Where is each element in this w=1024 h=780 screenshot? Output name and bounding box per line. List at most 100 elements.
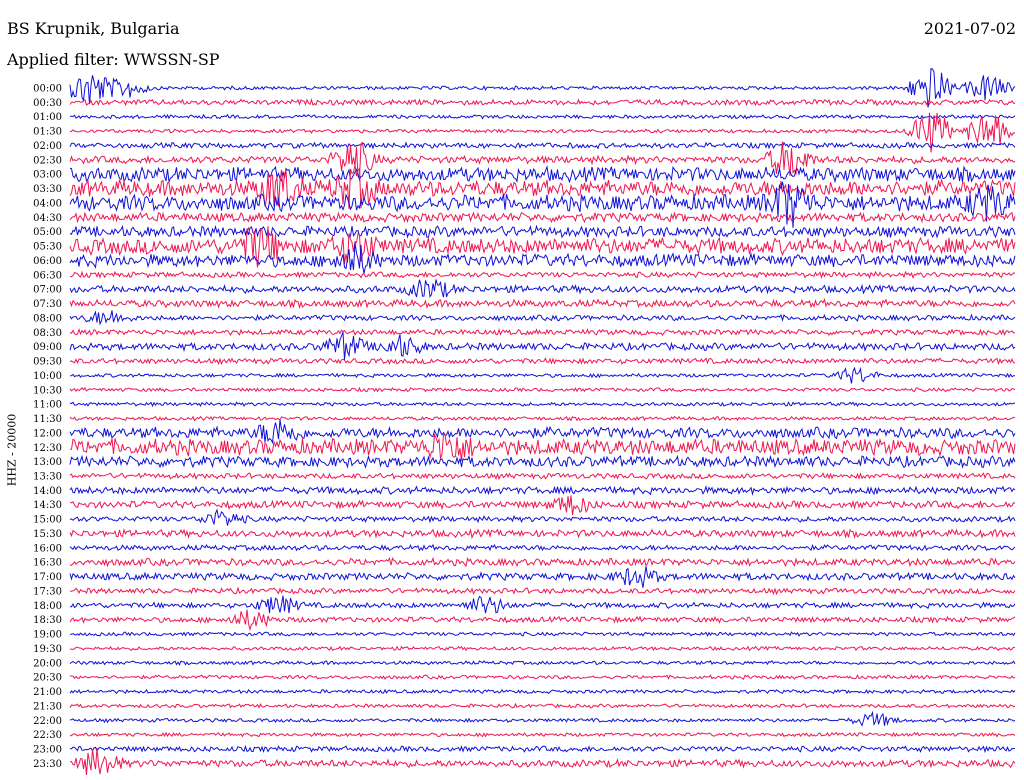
time-tick-label: 21:00 xyxy=(33,687,62,698)
time-tick-label: 09:30 xyxy=(33,357,62,368)
trace-1830 xyxy=(69,609,1016,632)
time-tick-label: 00:30 xyxy=(33,98,62,109)
trace-0600 xyxy=(69,242,1016,274)
trace-0330 xyxy=(69,164,1016,210)
trace-1700 xyxy=(69,566,1016,588)
time-tick-label: 10:00 xyxy=(33,371,62,382)
trace-1930 xyxy=(69,645,1016,652)
time-tick-label: 03:00 xyxy=(33,170,62,181)
trace-0530 xyxy=(69,226,1016,268)
time-tick-label: 22:30 xyxy=(33,730,62,741)
trace-0200 xyxy=(69,141,1016,150)
trace-2230 xyxy=(69,731,1016,738)
trace-1900 xyxy=(69,631,1016,637)
time-tick-label: 18:00 xyxy=(33,601,62,612)
trace-0900 xyxy=(69,331,1016,360)
trace-2300 xyxy=(70,744,1015,754)
trace-1730 xyxy=(69,586,1016,596)
trace-0000 xyxy=(69,67,1016,108)
time-tick-label: 11:00 xyxy=(33,400,62,411)
trace-1300 xyxy=(69,454,1016,469)
trace-0800 xyxy=(69,310,1016,326)
trace-1000 xyxy=(69,366,1016,384)
trace-group xyxy=(69,67,1016,776)
time-tick-label: 19:00 xyxy=(33,630,62,641)
trace-0630 xyxy=(70,270,1016,280)
time-tick-label: 22:00 xyxy=(33,716,62,727)
trace-0230 xyxy=(69,141,1016,180)
time-tick-label: 05:30 xyxy=(33,242,62,253)
time-tick-label: 16:30 xyxy=(33,558,62,569)
trace-1500 xyxy=(69,508,1016,526)
time-tick-label: 05:00 xyxy=(33,227,62,238)
time-tick-label: 18:30 xyxy=(33,615,62,626)
time-tick-label: 13:00 xyxy=(33,457,62,468)
time-tick-label: 02:00 xyxy=(33,141,62,152)
trace-2330 xyxy=(69,747,1016,776)
time-tick-label: 09:00 xyxy=(33,342,62,353)
trace-0430 xyxy=(69,211,1016,224)
time-tick-label: 23:30 xyxy=(33,759,62,770)
time-tick-label: 23:00 xyxy=(33,745,62,756)
time-tick-label: 20:00 xyxy=(33,658,62,669)
trace-0100 xyxy=(70,113,1016,120)
time-tick-label: 07:00 xyxy=(33,285,62,296)
time-tick-label: 15:00 xyxy=(33,515,62,526)
trace-0400 xyxy=(69,181,1016,228)
trace-1100 xyxy=(69,401,1016,408)
time-tick-label: 17:00 xyxy=(33,572,62,583)
trace-0730 xyxy=(69,298,1016,310)
time-tick-label: 12:00 xyxy=(33,428,62,439)
time-tick-label: 19:30 xyxy=(33,644,62,655)
time-tick-label: 11:30 xyxy=(33,414,62,425)
time-tick-label: 03:30 xyxy=(33,184,62,195)
trace-0130 xyxy=(69,112,1016,153)
trace-2200 xyxy=(69,710,1016,727)
time-tick-label: 02:30 xyxy=(33,155,62,166)
time-tick-label: 20:30 xyxy=(33,673,62,684)
station-title: BS Krupnik, Bulgaria xyxy=(7,19,180,38)
time-tick-label: 16:00 xyxy=(33,543,62,554)
trace-2000 xyxy=(69,659,1016,666)
time-tick-label: 10:30 xyxy=(33,385,62,396)
trace-1330 xyxy=(69,472,1016,481)
trace-1630 xyxy=(69,556,1016,568)
date-label: 2021-07-02 xyxy=(923,19,1016,38)
trace-2030 xyxy=(69,674,1016,680)
time-tick-label: 04:00 xyxy=(33,198,62,209)
trace-0930 xyxy=(69,357,1016,366)
trace-1600 xyxy=(69,543,1016,552)
trace-2130 xyxy=(69,702,1016,709)
time-tick-label: 21:30 xyxy=(33,701,62,712)
time-tick-label: 15:30 xyxy=(33,529,62,540)
trace-0830 xyxy=(69,327,1016,337)
time-tick-label: 17:30 xyxy=(33,586,62,597)
time-tick-label: 08:00 xyxy=(33,313,62,324)
trace-1430 xyxy=(69,495,1016,516)
trace-1400 xyxy=(69,485,1016,496)
filter-label: Applied filter: WWSSN-SP xyxy=(7,50,220,69)
time-tick-label: 14:00 xyxy=(33,486,62,497)
trace-1230 xyxy=(69,432,1016,462)
trace-1130 xyxy=(69,415,1016,422)
trace-0030 xyxy=(69,97,1016,107)
time-tick-label: 01:00 xyxy=(33,112,62,123)
time-tick-label: 04:30 xyxy=(33,213,62,224)
time-tick-label: 06:30 xyxy=(33,270,62,281)
trace-1800 xyxy=(70,595,1016,614)
trace-0300 xyxy=(69,165,1016,184)
trace-0700 xyxy=(69,279,1016,299)
time-tick-label: 07:30 xyxy=(33,299,62,310)
time-tick-label: 12:30 xyxy=(33,443,62,454)
trace-2100 xyxy=(69,688,1016,695)
time-tick-label: 00:00 xyxy=(33,84,62,95)
trace-1030 xyxy=(69,386,1016,393)
trace-1200 xyxy=(69,419,1016,445)
time-tick-label: 14:30 xyxy=(33,500,62,511)
time-tick-label: 08:30 xyxy=(33,328,62,339)
time-tick-label: 01:30 xyxy=(33,127,62,138)
time-tick-label: 13:30 xyxy=(33,471,62,482)
tick-label-group: 00:00 00:30 01:00 01:30 02:00 02:30 03:00 03:30… xyxy=(33,84,62,770)
time-tick-label: 06:00 xyxy=(33,256,62,267)
